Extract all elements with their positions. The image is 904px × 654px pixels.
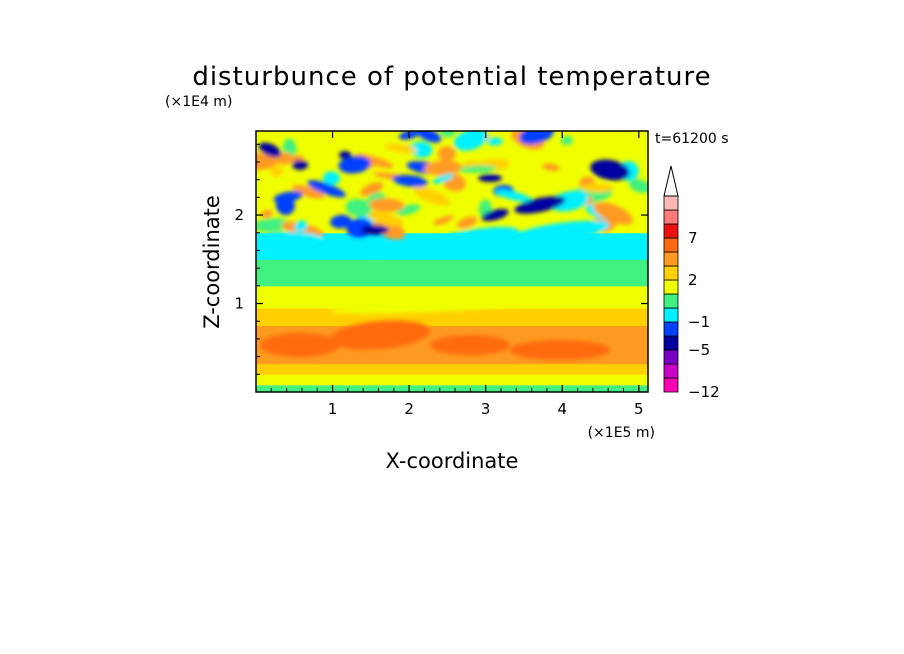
field-blob: [396, 204, 421, 216]
field-blob: [432, 173, 454, 184]
field-texture: [256, 131, 648, 360]
field-blob: [453, 131, 487, 151]
colorbar-extension: [663, 165, 679, 197]
field-blob: [423, 160, 463, 176]
chart-title: disturbunce of potential temperature: [192, 62, 711, 92]
x-tick-label: 3: [481, 400, 491, 418]
colorbar-label: −1: [688, 313, 710, 331]
colorbar-box: [663, 293, 679, 309]
x-tick-label: 1: [328, 400, 338, 418]
x-tick-label: 2: [404, 400, 414, 418]
colorbar-box: [663, 307, 679, 323]
field-blob: [412, 186, 451, 206]
colorbar-box: [663, 279, 679, 295]
field-blob: [514, 196, 566, 214]
x-tick-label: 4: [557, 400, 567, 418]
field-blob: [260, 210, 273, 219]
field-blob: [330, 214, 352, 229]
field-blob: [361, 225, 389, 235]
field-blob: [433, 215, 454, 226]
field-blob: [330, 320, 430, 350]
field-blob: [292, 184, 325, 199]
colorbar-box: [663, 321, 679, 337]
field-blob: [580, 183, 614, 193]
field-layer-6: [256, 259, 648, 287]
colorbar-box: [663, 237, 679, 253]
field-blob: [495, 189, 533, 202]
y-tick-label: 1: [234, 295, 244, 313]
field-blob: [480, 292, 640, 308]
field-blob: [486, 137, 503, 146]
y-axis-label: Z-coordinate: [200, 195, 224, 329]
field-blob: [368, 198, 405, 212]
field-blob: [519, 131, 555, 145]
field-blob: [437, 146, 456, 162]
field-blob: [365, 210, 404, 227]
field-blob: [430, 335, 510, 355]
field-blob: [510, 340, 610, 360]
colorbar-box: [663, 223, 679, 239]
field-blob: [256, 232, 324, 248]
time-label: t=61200 s: [655, 131, 729, 147]
field-blob: [456, 216, 478, 229]
field-blob: [273, 191, 303, 203]
field-blob: [360, 182, 384, 196]
field-blob: [629, 179, 648, 194]
field-blob: [560, 135, 573, 146]
plot-frame: [255, 130, 649, 393]
field-blob: [322, 171, 341, 185]
colorbar-box: [663, 335, 679, 351]
field-blob: [307, 180, 346, 198]
x-tick-label: 5: [634, 400, 644, 418]
field-blob: [510, 220, 610, 244]
field-blob: [590, 159, 630, 181]
field-layer-0: [256, 384, 648, 392]
field-blob: [478, 174, 502, 182]
field-blob: [338, 155, 371, 174]
colorbar-label: 2: [688, 271, 698, 289]
y-tick-label: 2: [234, 206, 244, 224]
field-blob: [345, 198, 373, 217]
field-blob: [294, 220, 308, 232]
y-axis-ticks: 12: [234, 143, 648, 375]
colorbar-box: [663, 195, 679, 211]
x-axis-label: X-coordinate: [386, 449, 519, 473]
colorbar-box: [663, 265, 679, 281]
colorbar-label: 7: [688, 229, 698, 247]
x-axis-ticks: 1 2 3 4 5: [270, 131, 644, 418]
field-blob: [260, 333, 340, 357]
x-unit-label: (×1E5 m): [588, 425, 655, 441]
field-layer-1: [256, 374, 648, 386]
colorbar: 7 2 −1 −5 −12: [663, 165, 720, 401]
field-blob: [458, 165, 497, 173]
field-blob: [320, 239, 400, 257]
field-blob: [339, 151, 351, 159]
field-blob: [549, 190, 589, 212]
field-blob: [481, 208, 509, 222]
colorbar-box: [663, 209, 679, 225]
field-layer-2: [256, 363, 648, 375]
field-blob: [420, 226, 520, 254]
field-blob: [592, 238, 648, 252]
field-blob: [392, 174, 428, 188]
colorbar-box: [663, 363, 679, 379]
field-blob: [292, 160, 308, 170]
field-blob: [258, 142, 282, 158]
field-blob: [542, 163, 560, 171]
y-unit-label: (×1E4 m): [165, 94, 232, 110]
colorbar-box: [663, 377, 679, 393]
colorbar-label: −5: [688, 341, 710, 359]
field-blob: [270, 165, 284, 177]
temperature-field: [256, 131, 648, 392]
field-blob: [256, 218, 291, 232]
colorbar-box: [663, 349, 679, 365]
field-blob: [409, 141, 433, 158]
colorbar-label: −12: [688, 383, 720, 401]
field-blob: [593, 202, 633, 225]
colorbar-box: [663, 251, 679, 267]
field-blob: [384, 143, 417, 154]
